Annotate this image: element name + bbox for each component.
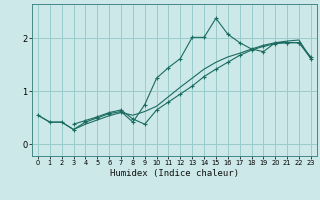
X-axis label: Humidex (Indice chaleur): Humidex (Indice chaleur): [110, 169, 239, 178]
